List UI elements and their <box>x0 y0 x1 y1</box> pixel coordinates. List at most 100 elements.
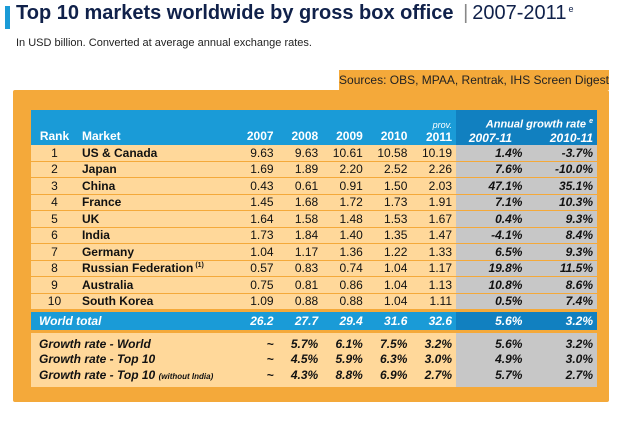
value-2007-cell: 1.04 <box>232 243 278 261</box>
market-cell-text: US & Canada <box>81 145 158 160</box>
market-cell-text: South Korea <box>81 294 154 309</box>
rate-2007-cell: ~ <box>232 367 278 387</box>
growth-rate-label: Growth rate - World <box>31 331 233 352</box>
rank-cell-text: 8 <box>51 261 58 276</box>
growth-rate-row: Growth rate - World ~5.7% 6.1% 7.5% 3.2% 5.6%… <box>31 331 597 352</box>
market-cell-text: Germany <box>81 244 134 259</box>
value-2010-cell-text: 10.58 <box>377 145 408 160</box>
table-row: 5 UK 1.64 1.58 1.48 1.53 1.67 0.4% 9.3% <box>31 210 597 228</box>
value-2008-cell-text: 0.83 <box>294 261 319 276</box>
value-2009-cell: 1.48 <box>322 210 367 228</box>
growth-2007-11-cell: 47.1% <box>456 177 527 195</box>
table-row: 9 Australia 0.75 0.81 0.86 1.04 1.13 10.8% 8.6% <box>31 276 597 294</box>
value-2011-cell: 2.03 <box>411 177 457 195</box>
value-2007-cell: 1.69 <box>232 161 278 178</box>
rank-cell: 2 <box>31 161 78 178</box>
rank-cell: 5 <box>31 210 78 228</box>
growth-2010-11-cell-text: -3.7% <box>561 145 593 160</box>
value-2008-cell: 9.63 <box>277 145 323 162</box>
value-2007-cell-text: 0.43 <box>250 178 274 193</box>
rank-cell: 8 <box>31 260 78 277</box>
growth-2007-11-cell-text: 10.8% <box>488 277 523 292</box>
value-2010-cell-text: 2.52 <box>384 162 408 177</box>
growth-2010-11-cell: 9.3% <box>526 210 597 228</box>
rate-2008-cell: 5.7% <box>277 331 323 352</box>
value-2010-cell-text: 1.04 <box>384 261 408 276</box>
value-2010-cell: 2.52 <box>366 161 412 178</box>
growth-rate-label-text: Growth rate - World <box>39 336 151 351</box>
rate-2008-cell: 4.5% <box>277 351 323 367</box>
value-2008-cell-text: 1.17 <box>294 244 319 259</box>
rank-cell-text: 2 <box>51 162 58 177</box>
rate-growth-2007-11-cell: 5.6% <box>456 331 527 352</box>
market-cell-text: UK <box>81 211 100 226</box>
market-cell-text: Russian Federation <box>81 261 194 276</box>
growth-rate-label: Growth rate - Top 10 <box>31 351 233 367</box>
subtitle: In USD billion. Converted at average ann… <box>16 37 312 49</box>
value-2008-cell: 1.68 <box>277 194 323 211</box>
growth-2007-11-cell-text: 6.5% <box>495 244 523 259</box>
market-cell-text: France <box>81 195 122 210</box>
growth-2007-11-cell-text: -4.1% <box>491 228 523 243</box>
growth-rate-rows: Growth rate - World ~5.7% 6.1% 7.5% 3.2% 5.6%… <box>31 331 597 387</box>
value-2009-cell: 1.40 <box>322 227 367 244</box>
value-2007-cell: 0.57 <box>232 260 278 277</box>
rank-cell: 1 <box>31 145 78 162</box>
value-2008-cell: 0.81 <box>277 276 323 294</box>
growth-2010-11-cell-text: 10.3% <box>558 195 593 210</box>
box-office-table: Rank Market 2007 2008 2009 2010 prov. 20… <box>31 110 597 387</box>
value-2011-cell: 1.67 <box>411 210 457 228</box>
value-2009-cell-text: 1.36 <box>339 244 363 259</box>
value-2010-cell-text: 1.53 <box>384 211 408 226</box>
table-row: 8 Russian Federation (1) 0.57 0.83 0.74 1.04 1.… <box>31 260 597 277</box>
rate-2007-cell: ~ <box>232 351 278 367</box>
value-2010-cell-text: 1.04 <box>384 294 408 309</box>
growth-2010-11-cell: 8.6% <box>526 276 597 294</box>
growth-2010-11-cell: 7.4% <box>526 293 597 311</box>
growth-2007-11-cell: 0.4% <box>456 210 527 228</box>
growth-rate-row: Growth rate - Top 10 (without India) ~4.3… <box>31 367 597 387</box>
table-row: 10 South Korea 1.09 0.88 0.88 1.04 1.11 0.5% 7.4… <box>31 293 597 311</box>
value-2008-cell: 0.88 <box>277 293 323 311</box>
world-total-row: World total 26.2 27.7 29.4 31.6 32.6 5.6… <box>31 309 597 333</box>
value-2009-cell-text: 0.86 <box>339 277 363 292</box>
value-2011-cell-text: 1.91 <box>428 195 453 210</box>
header-growth: Annual growth rate e 2007-11 2010-11 <box>456 110 597 145</box>
title-main: Top 10 markets worldwide by gross box of… <box>16 2 454 24</box>
value-2009-cell-text: 2.20 <box>339 162 363 177</box>
value-2011-cell: 1.13 <box>411 276 457 294</box>
growth-2007-11-cell-text: 47.1% <box>488 178 523 193</box>
header-rank: Rank <box>31 110 78 145</box>
header-2011: prov. 2011 <box>411 110 457 145</box>
growth-2010-11-cell-text: 9.3% <box>565 211 593 226</box>
value-2007-cell-text: 1.64 <box>250 211 274 226</box>
growth-2007-11-cell-text: 1.4% <box>495 145 523 160</box>
rank-cell: 4 <box>31 194 78 211</box>
value-2009-cell-text: 1.48 <box>339 211 363 226</box>
value-2008-cell: 0.83 <box>277 260 323 277</box>
value-2009-cell: 1.72 <box>322 194 367 211</box>
title-separator: | <box>463 2 469 24</box>
value-2011-cell-text: 1.17 <box>428 261 453 276</box>
value-2007-cell-text: 1.09 <box>250 294 274 309</box>
growth-2007-11-cell: 7.6% <box>456 161 527 178</box>
growth-2007-11-cell: 10.8% <box>456 276 527 294</box>
value-2007-cell-text: 1.73 <box>250 228 274 243</box>
growth-2007-11-cell: 1.4% <box>456 145 527 162</box>
rate-2010-cell: 6.3% <box>366 351 412 367</box>
rate-2009-cell: 5.9% <box>322 351 367 367</box>
value-2007-cell-text: 0.57 <box>250 261 274 276</box>
value-2007-cell: 9.63 <box>232 145 278 162</box>
header-prov: prov. <box>432 120 453 130</box>
value-2008-cell-text: 0.81 <box>294 277 319 292</box>
value-2010-cell-text: 1.50 <box>384 178 408 193</box>
growth-rate-label: Growth rate - Top 10 (without India) <box>31 367 233 387</box>
value-2011-cell: 1.17 <box>411 260 457 277</box>
value-2011-cell-text: 1.47 <box>428 228 453 243</box>
header-growth-caption: Annual growth rate e <box>456 118 597 131</box>
value-2008-cell: 1.84 <box>277 227 323 244</box>
rate-2011-cell: 3.2% <box>411 331 457 352</box>
value-2008-cell: 1.17 <box>277 243 323 261</box>
value-2010-cell: 1.50 <box>366 177 412 195</box>
value-2007-cell: 0.75 <box>232 276 278 294</box>
